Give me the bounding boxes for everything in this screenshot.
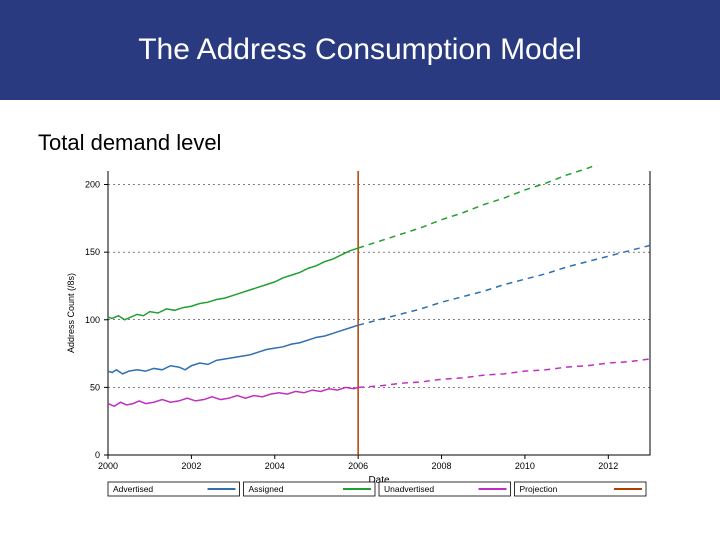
svg-text:0: 0 [95,450,100,460]
svg-text:2008: 2008 [432,461,452,471]
svg-text:Address Count (/8s): Address Count (/8s) [66,273,76,353]
svg-text:2002: 2002 [181,461,201,471]
svg-text:100: 100 [85,315,100,325]
slide-title: The Address Consumption Model [138,33,582,67]
svg-text:2012: 2012 [598,461,618,471]
slide-subtitle: Total demand level [38,130,221,156]
chart-svg: 0 50 100 150 200 2000 2002 2004 2006 2008 2010 2012… [60,165,660,505]
slide: { "title": "The Address Consumption Mode… [0,0,720,540]
svg-text:Unadvertised: Unadvertised [384,484,434,494]
svg-text:2004: 2004 [265,461,285,471]
svg-text:Projection: Projection [520,484,558,494]
svg-text:Assigned: Assigned [249,484,284,494]
svg-text:2000: 2000 [98,461,118,471]
svg-text:200: 200 [85,180,100,190]
svg-text:50: 50 [90,382,100,392]
svg-text:150: 150 [85,247,100,257]
svg-text:2010: 2010 [515,461,535,471]
svg-text:2006: 2006 [348,461,368,471]
svg-text:Advertised: Advertised [113,484,153,494]
chart: 0 50 100 150 200 2000 2002 2004 2006 2008 2010 2012… [60,165,660,505]
title-band: The Address Consumption Model [0,0,720,100]
